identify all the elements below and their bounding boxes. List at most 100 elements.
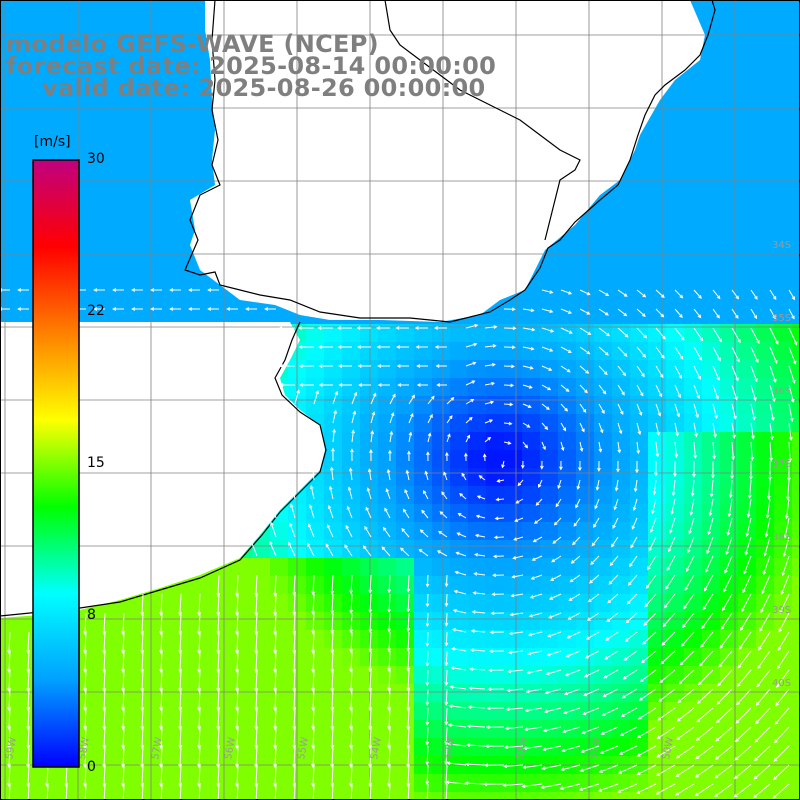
field-cell bbox=[594, 792, 613, 800]
field-cell bbox=[612, 432, 631, 451]
wind-vector-head bbox=[616, 468, 620, 473]
wind-vector-head bbox=[608, 581, 613, 585]
wind-vector bbox=[695, 783, 714, 796]
wind-vector bbox=[657, 726, 676, 739]
field-cell bbox=[792, 378, 800, 397]
field-cell bbox=[630, 234, 649, 253]
field-cell bbox=[792, 684, 800, 703]
field-cell bbox=[108, 180, 127, 199]
field-cell bbox=[144, 108, 163, 127]
wind-vector bbox=[693, 289, 702, 299]
wind-vector bbox=[587, 612, 600, 621]
field-cell bbox=[162, 0, 181, 19]
coastline-south bbox=[0, 321, 327, 617]
wind-vector bbox=[586, 631, 600, 640]
wind-vector-head bbox=[769, 457, 773, 462]
wind-vector-head bbox=[671, 492, 676, 497]
wind-vector bbox=[141, 669, 144, 691]
wind-vector bbox=[122, 745, 125, 767]
field-cell bbox=[162, 198, 181, 217]
field-cell bbox=[234, 630, 253, 649]
field-cell bbox=[378, 576, 397, 595]
wind-vector-head bbox=[425, 721, 430, 726]
wind-vector bbox=[584, 669, 600, 678]
field-cell bbox=[162, 630, 181, 649]
wind-vector bbox=[788, 441, 791, 462]
wind-vector bbox=[308, 524, 315, 538]
wind-vector bbox=[661, 631, 676, 646]
field-cell bbox=[180, 738, 199, 757]
field-cell bbox=[342, 342, 361, 361]
field-cell bbox=[0, 108, 19, 127]
field-cell bbox=[720, 108, 739, 127]
wind-vector-head bbox=[675, 432, 680, 437]
wind-vector bbox=[660, 650, 676, 665]
wind-vector bbox=[560, 403, 568, 412]
wind-vector bbox=[327, 524, 334, 538]
wind-vector-head bbox=[562, 710, 567, 715]
wind-vector-head bbox=[623, 312, 628, 317]
wind-vector bbox=[604, 650, 619, 660]
wind-vector-head bbox=[448, 704, 453, 708]
longitude-label: 59W bbox=[4, 736, 19, 760]
wind-vector-head bbox=[688, 530, 692, 535]
field-cell bbox=[450, 702, 469, 721]
field-cell bbox=[792, 612, 800, 631]
wind-vector-head bbox=[496, 479, 501, 483]
wind-vector bbox=[369, 707, 372, 729]
wind-vector bbox=[349, 468, 353, 481]
wind-vector bbox=[365, 507, 372, 519]
field-cell bbox=[792, 198, 800, 217]
wind-vector-head bbox=[524, 708, 529, 713]
wind-vector bbox=[585, 650, 600, 659]
wind-vector bbox=[461, 473, 467, 481]
wind-vector bbox=[554, 517, 562, 526]
wind-vector-head bbox=[406, 667, 411, 672]
wind-vector bbox=[441, 491, 448, 500]
wind-vector-head bbox=[756, 683, 761, 688]
wind-vector-head bbox=[425, 662, 430, 667]
wind-vector-head bbox=[406, 687, 410, 692]
wind-vector-head bbox=[418, 548, 423, 553]
field-cell bbox=[666, 198, 685, 217]
wind-vector bbox=[608, 574, 619, 585]
wind-vector bbox=[642, 631, 657, 645]
field-cell bbox=[90, 702, 109, 721]
wind-vector-head bbox=[330, 610, 335, 615]
wind-vector-head bbox=[561, 748, 566, 753]
field-cell bbox=[0, 216, 19, 235]
wind-vector bbox=[528, 650, 543, 655]
field-cell bbox=[504, 720, 523, 739]
wind-vector bbox=[705, 555, 714, 573]
field-cell bbox=[486, 666, 505, 685]
field-cell bbox=[324, 774, 343, 793]
field-cell bbox=[612, 774, 631, 793]
field-cell bbox=[648, 720, 667, 739]
wind-vector-head bbox=[655, 791, 660, 795]
field-cell bbox=[792, 360, 800, 379]
field-cell bbox=[216, 666, 235, 685]
wind-vector-head bbox=[491, 362, 496, 367]
field-cell bbox=[324, 522, 343, 541]
field-cell bbox=[684, 666, 703, 685]
field-cell bbox=[576, 576, 595, 595]
field-cell bbox=[558, 234, 577, 253]
field-cell bbox=[792, 288, 800, 307]
wind-vector bbox=[347, 506, 353, 519]
field-cell bbox=[648, 558, 667, 577]
wind-vector bbox=[605, 631, 619, 641]
wind-vector-head bbox=[530, 346, 535, 351]
wind-vector bbox=[217, 612, 220, 634]
wind-vector bbox=[546, 669, 562, 675]
field-cell bbox=[756, 90, 775, 109]
model-title: modelo GEFS-WAVE (NCEP) bbox=[6, 30, 379, 58]
wind-vector-head bbox=[775, 702, 779, 707]
field-cell bbox=[666, 162, 685, 181]
field-cell bbox=[378, 324, 397, 343]
field-cell bbox=[666, 126, 685, 145]
wind-vector-head bbox=[271, 502, 275, 507]
wind-vector bbox=[445, 707, 448, 725]
wind-vector bbox=[447, 762, 467, 766]
wind-vector bbox=[450, 686, 467, 690]
field-cell bbox=[144, 90, 163, 109]
